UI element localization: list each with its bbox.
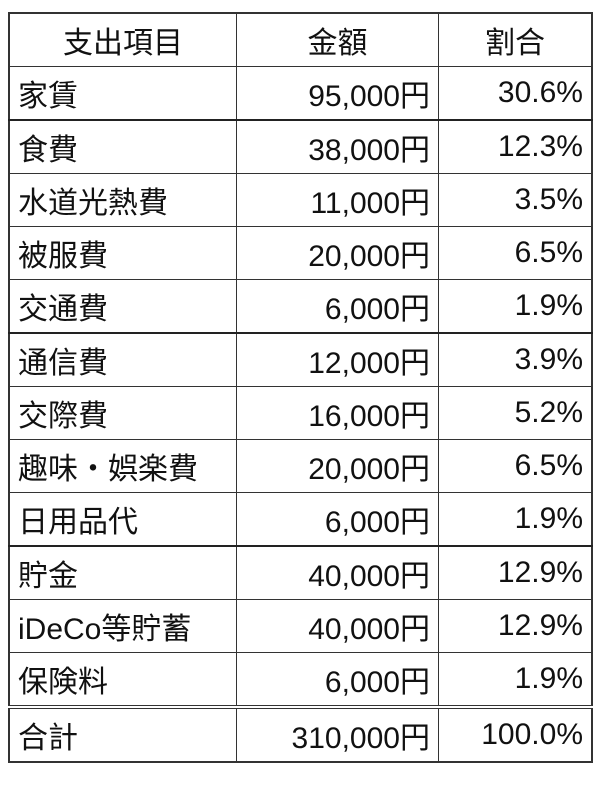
amount-cell: 16,000円 bbox=[236, 386, 439, 440]
amount-cell: 95,000円 bbox=[236, 66, 439, 121]
ratio-cell: 6.5% bbox=[438, 439, 593, 493]
table-row: 貯金 40,000円 12.9% bbox=[8, 545, 593, 600]
ratio-cell: 1.9% bbox=[438, 652, 593, 708]
total-row: 合計 310,000円 100.0% bbox=[8, 705, 593, 763]
amount-cell: 6,000円 bbox=[236, 652, 439, 708]
item-cell: 通信費 bbox=[8, 332, 237, 387]
amount-cell: 11,000円 bbox=[236, 173, 439, 227]
item-cell: 趣味・娯楽費 bbox=[8, 439, 237, 493]
table-row: 被服費 20,000円 6.5% bbox=[8, 226, 593, 280]
item-cell: iDeCo等貯蓄 bbox=[8, 599, 237, 653]
table-row: 保険料 6,000円 1.9% bbox=[8, 652, 593, 708]
amount-cell: 20,000円 bbox=[236, 226, 439, 280]
header-item: 支出項目 bbox=[8, 12, 237, 67]
ratio-cell: 3.5% bbox=[438, 173, 593, 227]
amount-cell: 20,000円 bbox=[236, 439, 439, 493]
table-row: 家賃 95,000円 30.6% bbox=[8, 66, 593, 121]
ratio-cell: 3.9% bbox=[438, 332, 593, 387]
header-row: 支出項目 金額 割合 bbox=[8, 12, 593, 67]
item-cell: 交際費 bbox=[8, 386, 237, 440]
amount-cell: 38,000円 bbox=[236, 119, 439, 174]
table-row: 通信費 12,000円 3.9% bbox=[8, 332, 593, 387]
header-ratio: 割合 bbox=[438, 12, 593, 67]
total-ratio: 100.0% bbox=[438, 705, 593, 763]
table-row: 食費 38,000円 12.3% bbox=[8, 119, 593, 174]
total-label: 合計 bbox=[8, 705, 237, 763]
item-cell: 貯金 bbox=[8, 545, 237, 600]
amount-cell: 40,000円 bbox=[236, 545, 439, 600]
item-cell: 日用品代 bbox=[8, 492, 237, 547]
table-row: 水道光熱費 11,000円 3.5% bbox=[8, 173, 593, 227]
ratio-cell: 5.2% bbox=[438, 386, 593, 440]
item-cell: 交通費 bbox=[8, 279, 237, 334]
item-cell: 被服費 bbox=[8, 226, 237, 280]
ratio-cell: 1.9% bbox=[438, 279, 593, 334]
ratio-cell: 1.9% bbox=[438, 492, 593, 547]
ratio-cell: 12.9% bbox=[438, 545, 593, 600]
table-row: 交通費 6,000円 1.9% bbox=[8, 279, 593, 334]
item-cell: 水道光熱費 bbox=[8, 173, 237, 227]
table-row: 交際費 16,000円 5.2% bbox=[8, 386, 593, 440]
amount-cell: 6,000円 bbox=[236, 492, 439, 547]
item-cell: 食費 bbox=[8, 119, 237, 174]
item-cell: 家賃 bbox=[8, 66, 237, 121]
ratio-cell: 12.9% bbox=[438, 599, 593, 653]
table-row: 日用品代 6,000円 1.9% bbox=[8, 492, 593, 547]
amount-cell: 40,000円 bbox=[236, 599, 439, 653]
amount-cell: 6,000円 bbox=[236, 279, 439, 334]
total-amount: 310,000円 bbox=[236, 705, 439, 763]
header-amount: 金額 bbox=[236, 12, 439, 67]
expense-table: 支出項目 金額 割合 家賃 95,000円 30.6% 食費 38,000円 12.3% 水… bbox=[8, 12, 593, 763]
item-cell: 保険料 bbox=[8, 652, 237, 708]
ratio-cell: 6.5% bbox=[438, 226, 593, 280]
ratio-cell: 30.6% bbox=[438, 66, 593, 121]
table-row: 趣味・娯楽費 20,000円 6.5% bbox=[8, 439, 593, 493]
ratio-cell: 12.3% bbox=[438, 119, 593, 174]
amount-cell: 12,000円 bbox=[236, 332, 439, 387]
table-row: iDeCo等貯蓄 40,000円 12.9% bbox=[8, 599, 593, 653]
